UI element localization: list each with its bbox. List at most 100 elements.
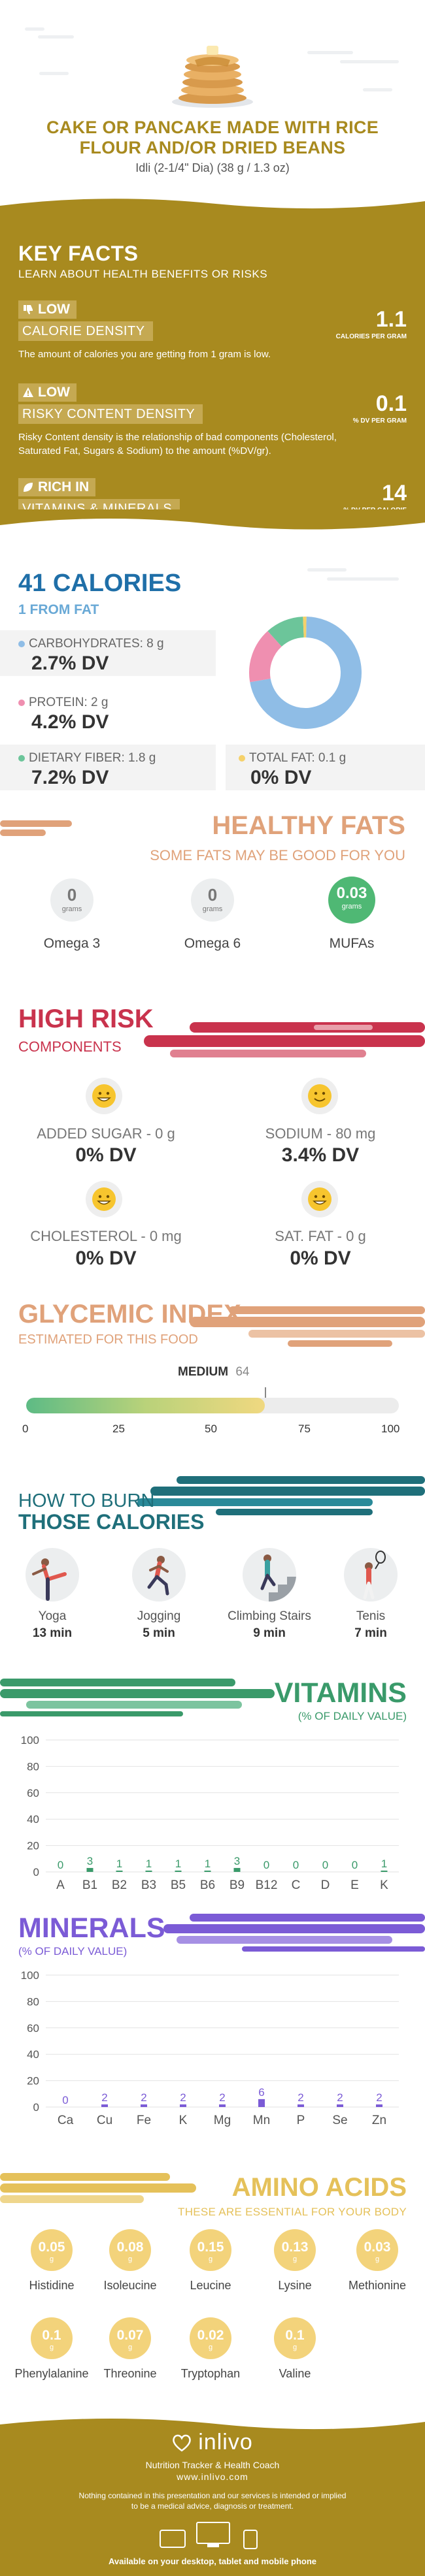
- donut-slice: [250, 617, 362, 729]
- available-devices: Available on your desktop, tablet and mo…: [108, 2556, 317, 2566]
- activity-time: 9 min: [253, 1626, 286, 1640]
- wave-divider: [0, 509, 425, 530]
- omega6-circle: 0 grams: [191, 878, 234, 922]
- nutrient-label: DIETARY FIBER: 1.8 g: [29, 751, 156, 765]
- y-tick-label: 40: [27, 1813, 39, 1826]
- fact-unit: % DV PER GRAM: [352, 417, 407, 425]
- bar-value-label: 0: [293, 1859, 299, 1871]
- amino-unit: g: [49, 2343, 54, 2351]
- legend-dot: [18, 755, 25, 762]
- high-risk-title: HIGH RISK: [18, 1005, 154, 1033]
- amino-unit: g: [208, 2343, 213, 2351]
- nutrient-label: CARBOHYDRATES: 8 g: [29, 637, 164, 651]
- y-tick-label: 20: [27, 2075, 39, 2087]
- category-label: A: [56, 1878, 65, 1892]
- amino-unit: g: [292, 2343, 298, 2351]
- nutrient-label: PROTEIN: 2 g: [29, 696, 109, 709]
- bar-value-label: 6: [258, 2086, 264, 2099]
- bar: [145, 1870, 152, 1872]
- nutrient-dv: 7.2% DV: [31, 767, 109, 788]
- glycemic-level: MEDIUM: [178, 1365, 229, 1379]
- fact-description: Risky Content density is the relationshi…: [18, 432, 337, 457]
- fact-unit: CALORIES PER GRAM: [335, 333, 407, 340]
- amino-name: Histidine: [29, 2279, 75, 2292]
- amino-subtitle: THESE ARE ESSENTIAL FOR YOUR BODY: [178, 2206, 407, 2218]
- bar-value-label: 0: [352, 1859, 358, 1871]
- cholesterol-label: CHOLESTEROL - 0 mg: [30, 1228, 182, 1244]
- key-fact-calorie-density: LOW CALORIE DENSITY 1.1 CALORIES PER GRA…: [18, 300, 407, 360]
- smiley-icon: [301, 1078, 338, 1114]
- activity-name: Tenis: [356, 1609, 386, 1623]
- vitamins-subtitle: (% OF DAILY VALUE): [298, 1710, 407, 1722]
- bar-value-label: 1: [381, 1858, 387, 1870]
- burn-title-line2: THOSE CALORIES: [18, 1510, 205, 1534]
- key-facts-section: KEY FACTS LEARN ABOUT HEALTH BENEFITS OR…: [0, 199, 425, 530]
- amino-title: AMINO ACIDS: [231, 2173, 407, 2202]
- amino-name: Methionine: [348, 2279, 407, 2292]
- brand-url[interactable]: www.inlivo.com: [177, 2471, 248, 2482]
- amino-value-circle: 0.1 g: [31, 2317, 73, 2359]
- amino-value: 0.1: [285, 2328, 305, 2343]
- amino-value: 0.07: [116, 2328, 144, 2343]
- fact-value: 0.1: [375, 391, 407, 416]
- bar-value-label: 2: [376, 2091, 382, 2104]
- key-fact-risky-content: LOW RISKY CONTENT DENSITY 0.1 % DV PER G…: [18, 383, 407, 457]
- high-risk-section: HIGH RISK COMPONENTS ADDED SUGAR - 0 g 0…: [0, 993, 425, 1280]
- decor-stripes: [0, 1679, 275, 1716]
- bar: [141, 2104, 147, 2107]
- y-tick-label: 60: [27, 1787, 39, 1799]
- bar-value-label: 2: [298, 2091, 303, 2104]
- bar-value-label: 1: [146, 1858, 152, 1870]
- category-label: B9: [230, 1878, 245, 1892]
- bar: [219, 2104, 226, 2107]
- added-sugar-label: ADDED SUGAR - 0 g: [37, 1125, 175, 1142]
- smiley-icon: [301, 1181, 338, 1217]
- amino-acids-section: AMINO ACIDS THESE ARE ESSENTIAL FOR YOUR…: [0, 2172, 425, 2407]
- decor-stripes: [190, 1306, 425, 1347]
- key-facts-subtitle: LEARN ABOUT HEALTH BENEFITS OR RISKS: [18, 268, 268, 280]
- category-label: B1: [82, 1878, 97, 1892]
- nutrient-dv: 2.7% DV: [31, 652, 109, 674]
- minerals-subtitle: (% OF DAILY VALUE): [18, 1945, 128, 1957]
- bar: [381, 1870, 388, 1872]
- y-tick-label: 40: [27, 2048, 39, 2061]
- amino-unit: g: [49, 2255, 54, 2263]
- activity-time: 5 min: [143, 1626, 175, 1640]
- amino-value: 0.03: [364, 2240, 391, 2255]
- amino-value-circle: 0.07 g: [109, 2317, 151, 2359]
- stairs-icon: [243, 1548, 296, 1602]
- devices-icon: [160, 2522, 258, 2549]
- tennis-icon: [344, 1548, 398, 1602]
- wave-divider: [0, 2419, 425, 2436]
- jogging-icon: [132, 1548, 186, 1602]
- category-label: B12: [256, 1878, 278, 1892]
- amino-value: 0.1: [42, 2328, 61, 2343]
- amino-value-circle: 0.1 g: [274, 2317, 316, 2359]
- amino-name: Isoleucine: [103, 2279, 157, 2292]
- mufas-circle: 0.03 grams: [328, 877, 375, 924]
- bar: [258, 2099, 265, 2107]
- activity-name: Yoga: [38, 1609, 67, 1623]
- glycemic-tick: 75: [298, 1423, 311, 1435]
- category-label: B5: [171, 1878, 186, 1892]
- vitamins-bar-chart: 100 80 60 40 20 0 0 A 3 B1 1 B2 1 B3 1 B5 1 B6 3 B9 0 B12 0 C 0 D…: [21, 1734, 399, 1892]
- bar: [298, 2104, 304, 2107]
- bar-value-label: 0: [62, 2094, 68, 2106]
- calories-section: 41 CALORIES 1 FROM FAT CARBOHYDRATES: 8 …: [0, 549, 425, 810]
- activity-name: Climbing Stairs: [228, 1609, 311, 1623]
- category-label: Mn: [253, 2114, 270, 2127]
- glycemic-tick: 50: [205, 1423, 217, 1435]
- amino-name: Phenylalanine: [14, 2367, 89, 2380]
- legend-dot: [18, 700, 25, 706]
- glycemic-index-section: GLYCEMIC INDEX ESTIMATED FOR THIS FOOD M…: [0, 1293, 425, 1443]
- brand-logo: inlivo: [0, 2430, 425, 2455]
- bar-value-label: 2: [219, 2091, 225, 2104]
- fact-name: RISKY CONTENT DENSITY: [18, 404, 203, 424]
- glycemic-value: 64: [235, 1365, 250, 1379]
- legend-dot: [239, 755, 245, 762]
- glycemic-tick: 25: [112, 1423, 125, 1435]
- pancake-stack-icon: [172, 46, 253, 108]
- bar-value-label: 1: [205, 1858, 211, 1870]
- bar-value-label: 0: [58, 1859, 63, 1871]
